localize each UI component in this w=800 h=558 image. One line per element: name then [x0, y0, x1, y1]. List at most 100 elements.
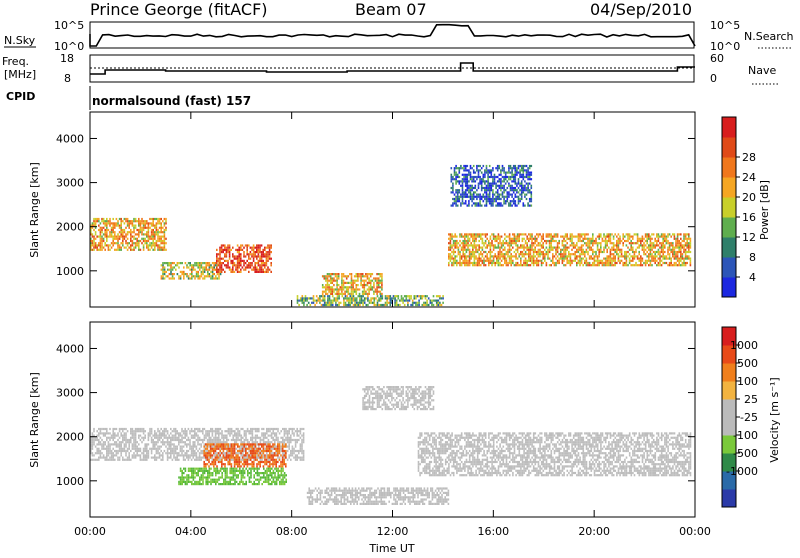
data-cell [654, 244, 656, 246]
data-cell [303, 300, 305, 302]
data-cell [616, 244, 618, 246]
data-cell [459, 262, 461, 264]
data-cell [256, 457, 258, 459]
data-cell [499, 194, 501, 196]
data-cell [133, 229, 135, 231]
data-cell [465, 178, 467, 180]
data-cell [146, 222, 148, 224]
data-cell [243, 253, 245, 255]
data-cell [460, 194, 462, 196]
data-cell [351, 280, 353, 282]
data-cell [635, 262, 637, 264]
data-cell [148, 231, 150, 233]
data-cell [164, 430, 166, 432]
data-cell [238, 258, 240, 260]
data-cell [229, 443, 231, 445]
data-cell [566, 249, 568, 251]
data-cell [269, 247, 271, 249]
data-cell [208, 441, 210, 443]
data-cell [266, 260, 268, 262]
data-cell [651, 253, 653, 255]
data-cell [651, 249, 653, 251]
data-cell [621, 253, 623, 255]
data-cell [606, 260, 608, 262]
data-cell [521, 165, 523, 167]
data-cell [509, 262, 511, 264]
data-cell [106, 437, 108, 439]
data-cell [203, 465, 205, 467]
data-cell [474, 262, 476, 264]
data-cell [287, 435, 289, 437]
data-cell [204, 269, 206, 271]
data-cell [261, 262, 263, 264]
data-cell [629, 242, 631, 244]
data-cell [438, 300, 440, 302]
data-cell [497, 176, 499, 178]
data-cell [208, 452, 210, 454]
data-cell [144, 242, 146, 244]
data-cell [167, 275, 169, 277]
data-cell [442, 297, 444, 299]
data-cell [560, 251, 562, 253]
data-cell [653, 242, 655, 244]
data-cell [232, 255, 234, 257]
data-cell [460, 180, 462, 182]
data-cell [162, 227, 164, 229]
data-cell [298, 304, 300, 306]
data-cell [203, 446, 205, 448]
data-cell [624, 264, 626, 266]
data-cell [407, 302, 409, 304]
data-cell [108, 459, 110, 461]
data-cell [683, 247, 685, 249]
data-cell [148, 236, 150, 238]
data-cell [343, 293, 345, 295]
data-cell [218, 271, 220, 273]
data-cell [675, 247, 677, 249]
data-cell [151, 457, 153, 459]
data-cell [584, 251, 586, 253]
data-cell [114, 227, 116, 229]
data-cell [236, 437, 238, 439]
data-cell [677, 244, 679, 246]
data-cell [156, 432, 158, 434]
data-cell [175, 264, 177, 266]
data-cell [189, 432, 191, 434]
cpid-label: CPID [6, 90, 35, 103]
data-cell [325, 288, 327, 290]
data-cell [135, 218, 137, 220]
data-cell [285, 432, 287, 434]
data-cell [455, 198, 457, 200]
data-cell [221, 430, 223, 432]
data-cell [356, 300, 358, 302]
data-cell [235, 269, 237, 271]
data-cell [234, 430, 236, 432]
data-cell [351, 300, 353, 302]
data-cell [648, 244, 650, 246]
data-cell [293, 457, 295, 459]
data-cell [531, 191, 533, 193]
data-cell [510, 264, 512, 266]
data-cell [515, 167, 517, 169]
data-cell [519, 189, 521, 191]
data-cell [505, 196, 507, 198]
data-cell [563, 258, 565, 260]
data-cell [197, 450, 199, 452]
data-cell [478, 233, 480, 235]
data-cell [280, 430, 282, 432]
data-cell [338, 297, 340, 299]
data-cell [138, 437, 140, 439]
data-cell [610, 233, 612, 235]
data-cell [302, 300, 304, 302]
data-cell [191, 269, 193, 271]
data-cell [479, 200, 481, 202]
data-cell [521, 180, 523, 182]
data-cell [324, 295, 326, 297]
data-cell [151, 450, 153, 452]
data-cell [262, 249, 264, 251]
data-cell [162, 242, 164, 244]
data-cell [258, 244, 260, 246]
data-cell [401, 297, 403, 299]
data-cell [555, 249, 557, 251]
data-cell [116, 446, 118, 448]
data-cell [461, 249, 463, 251]
